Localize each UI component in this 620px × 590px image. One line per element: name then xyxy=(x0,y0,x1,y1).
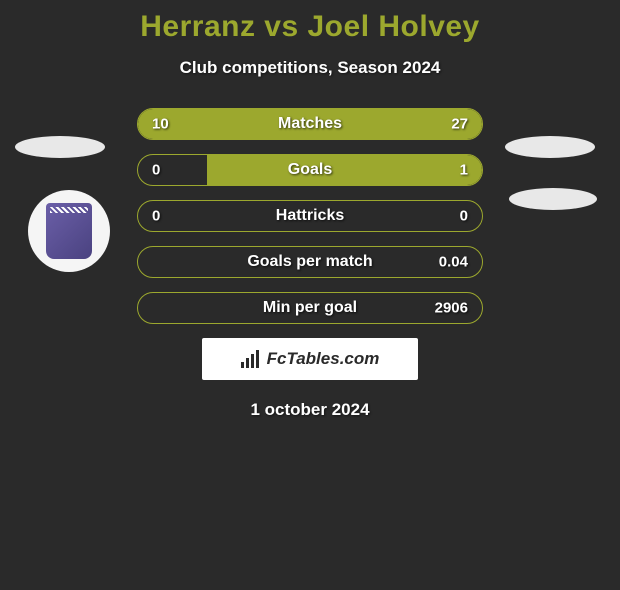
stat-row-mpg: Min per goal 2906 xyxy=(137,292,483,324)
stat-row-goals: 0 Goals 1 xyxy=(137,154,483,186)
stat-value-left: 0 xyxy=(152,208,160,225)
bar-fill-right xyxy=(207,155,482,185)
player-right-placeholder xyxy=(505,136,595,158)
team-badge xyxy=(28,190,110,272)
main-container: Herranz vs Joel Holvey Club competitions… xyxy=(0,10,620,420)
chart-icon xyxy=(241,350,261,368)
page-title: Herranz vs Joel Holvey xyxy=(0,10,620,44)
subtitle: Club competitions, Season 2024 xyxy=(0,58,620,78)
stat-value-left: 10 xyxy=(152,116,169,133)
stat-value-right: 27 xyxy=(451,116,468,133)
player-left-placeholder xyxy=(15,136,105,158)
shield-icon xyxy=(46,203,92,259)
stat-value-right: 0 xyxy=(460,208,468,225)
stat-label: Goals per match xyxy=(247,253,372,271)
stat-value-right: 2906 xyxy=(435,300,468,317)
stat-label: Goals xyxy=(288,161,332,179)
bar-fill-right xyxy=(231,109,482,139)
watermark: FcTables.com xyxy=(202,338,418,380)
stat-row-hattricks: 0 Hattricks 0 xyxy=(137,200,483,232)
watermark-text: FcTables.com xyxy=(267,349,380,369)
stat-value-left: 0 xyxy=(152,162,160,179)
stat-value-right: 1 xyxy=(460,162,468,179)
stat-label: Matches xyxy=(278,115,342,133)
stat-row-gpm: Goals per match 0.04 xyxy=(137,246,483,278)
stat-row-matches: 10 Matches 27 xyxy=(137,108,483,140)
stat-label: Min per goal xyxy=(263,299,357,317)
date-text: 1 october 2024 xyxy=(0,400,620,420)
player-right-placeholder-2 xyxy=(509,188,597,210)
stat-value-right: 0.04 xyxy=(439,254,468,271)
stat-label: Hattricks xyxy=(276,207,344,225)
